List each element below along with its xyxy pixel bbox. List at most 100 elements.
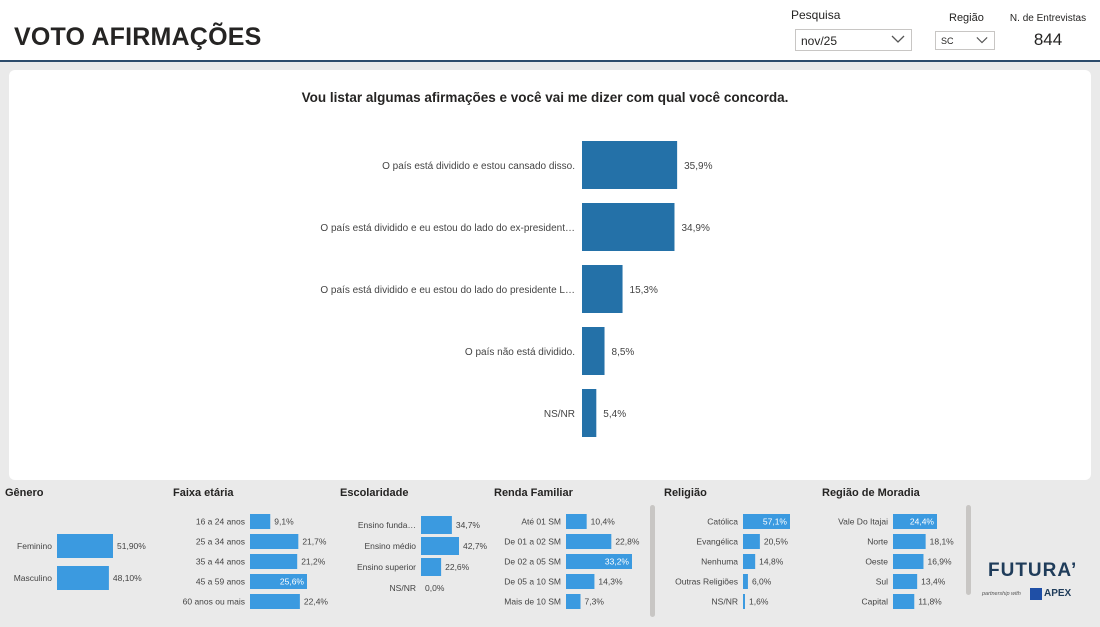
data-label: 48,10%: [113, 573, 142, 583]
category-label: Mais de 10 SM: [504, 597, 561, 607]
bar: [893, 594, 915, 609]
category-label: Nenhuma: [701, 557, 738, 567]
data-label: 51,90%: [117, 541, 146, 551]
logo-brand: APEX: [1044, 588, 1072, 599]
header-bar: VOTO AFIRMAÇÕES Pesquisa nov/25 Região S…: [0, 0, 1100, 62]
data-label: 21,7%: [302, 537, 327, 547]
panel-religiao: Religião Católica 57,1% Evangélica 20,5% Nen…: [660, 483, 815, 623]
bar: [743, 594, 745, 609]
bar: [893, 534, 926, 549]
bar: [582, 141, 678, 189]
chevron-down-icon: [976, 37, 988, 44]
main-bar-chart: O país está dividido e estou cansado dis…: [320, 141, 713, 437]
data-label: 11,8%: [918, 597, 942, 607]
data-label: 1,6%: [749, 597, 769, 607]
panel-title: Escolaridade: [340, 487, 409, 499]
bar: [743, 554, 756, 569]
data-label: 15,3%: [630, 285, 658, 296]
bar: [250, 554, 298, 569]
bar: [893, 554, 924, 569]
bar: [250, 534, 299, 549]
regiao-filter-label: Região: [949, 12, 984, 24]
data-label: 22,6%: [445, 562, 470, 572]
pesquisa-dropdown[interactable]: nov/25: [795, 29, 912, 51]
bar: [421, 537, 459, 555]
category-label: Evangélica: [696, 537, 738, 547]
bar: [57, 566, 109, 590]
data-label: 10,4%: [591, 517, 616, 527]
futura-logo: FUTURA’ partnership with APEX: [980, 560, 1090, 606]
category-label: Sul: [876, 577, 888, 587]
panel-title: Gênero: [5, 487, 44, 499]
bar: [250, 514, 271, 529]
pesquisa-filter-label: Pesquisa: [791, 8, 841, 22]
renda-scrollbar[interactable]: [650, 505, 655, 617]
category-label: De 05 a 10 SM: [504, 577, 561, 587]
bar: [250, 594, 300, 609]
bar: [743, 574, 748, 589]
renda-bar-chart: Até 01 SM 10,4% De 01 a 02 SM 22,8% De 02 a …: [504, 514, 640, 609]
data-label: 9,1%: [274, 517, 294, 527]
bar: [250, 574, 307, 589]
bar: [566, 594, 581, 609]
data-label: 8,5%: [612, 347, 635, 358]
data-label: 16,9%: [927, 557, 952, 567]
bar: [421, 516, 452, 534]
moradia-scrollbar[interactable]: [966, 505, 971, 595]
data-label: 14,8%: [759, 557, 784, 567]
bar: [566, 574, 595, 589]
category-label: Ensino funda…: [358, 520, 416, 530]
main-chart-card: Vou listar algumas afirmações e você vai…: [9, 70, 1091, 480]
bar: [566, 554, 632, 569]
data-label: 18,1%: [930, 537, 955, 547]
bar: [582, 265, 623, 313]
panel-escolaridade: Escolaridade Ensino funda… 34,7% Ensino mé…: [335, 483, 490, 623]
category-label: O país está dividido e eu estou do lado …: [320, 285, 575, 296]
category-label: Vale Do Itajai: [838, 517, 888, 527]
logo-sub: partnership with: [982, 591, 1021, 597]
bar: [582, 203, 675, 251]
category-label: NS/NR: [544, 409, 575, 420]
moradia-bar-chart: Vale Do Itajai 24,4% Norte 18,1% Oeste 16,9% S…: [838, 514, 955, 609]
bar: [893, 514, 937, 529]
category-label: NS/NR: [390, 583, 416, 593]
category-label: O país não está dividido.: [465, 347, 575, 358]
bar: [566, 514, 587, 529]
data-label: 22,4%: [304, 597, 329, 607]
category-label: Ensino médio: [364, 541, 416, 551]
regiao-dropdown[interactable]: SC: [935, 31, 995, 50]
data-label: 22,8%: [615, 537, 640, 547]
bar: [743, 534, 760, 549]
chevron-down-icon: [891, 35, 905, 43]
demographic-panels: Gênero Feminino 51,90% Masculino 48,10% Fai…: [0, 483, 1100, 627]
category-label: Capital: [862, 597, 889, 607]
data-label: 24,4%: [910, 517, 935, 527]
category-label: 16 a 24 anos: [196, 517, 245, 527]
panel-title: Faixa etária: [173, 487, 234, 499]
category-label: Oeste: [865, 557, 888, 567]
data-label: 5,4%: [603, 409, 626, 420]
bar: [743, 514, 790, 529]
bar: [582, 389, 597, 437]
kpi-label: N. de Entrevistas: [1009, 13, 1087, 24]
bar: [893, 574, 918, 589]
category-label: O país está dividido e eu estou do lado …: [320, 223, 575, 234]
panel-title: Região de Moradia: [822, 487, 920, 499]
page-title: VOTO AFIRMAÇÕES: [14, 23, 262, 51]
category-label: NS/NR: [712, 597, 738, 607]
category-label: De 01 a 02 SM: [504, 537, 561, 547]
category-label: De 02 a 05 SM: [504, 557, 561, 567]
category-label: 45 a 59 anos: [196, 577, 245, 587]
data-label: 20,5%: [764, 537, 789, 547]
data-label: 25,6%: [280, 577, 305, 587]
data-label: 42,7%: [463, 541, 488, 551]
data-label: 13,4%: [921, 577, 946, 587]
category-label: 25 a 34 anos: [196, 537, 245, 547]
bar: [566, 534, 612, 549]
data-label: 21,2%: [301, 557, 326, 567]
category-label: Masculino: [14, 573, 53, 583]
panel-genero: Gênero Feminino 51,90% Masculino 48,10%: [0, 483, 165, 623]
religiao-bar-chart: Católica 57,1% Evangélica 20,5% Nenhuma 14,8%…: [675, 514, 790, 609]
data-label: 14,3%: [598, 577, 623, 587]
category-label: Outras Religiões: [675, 577, 738, 587]
